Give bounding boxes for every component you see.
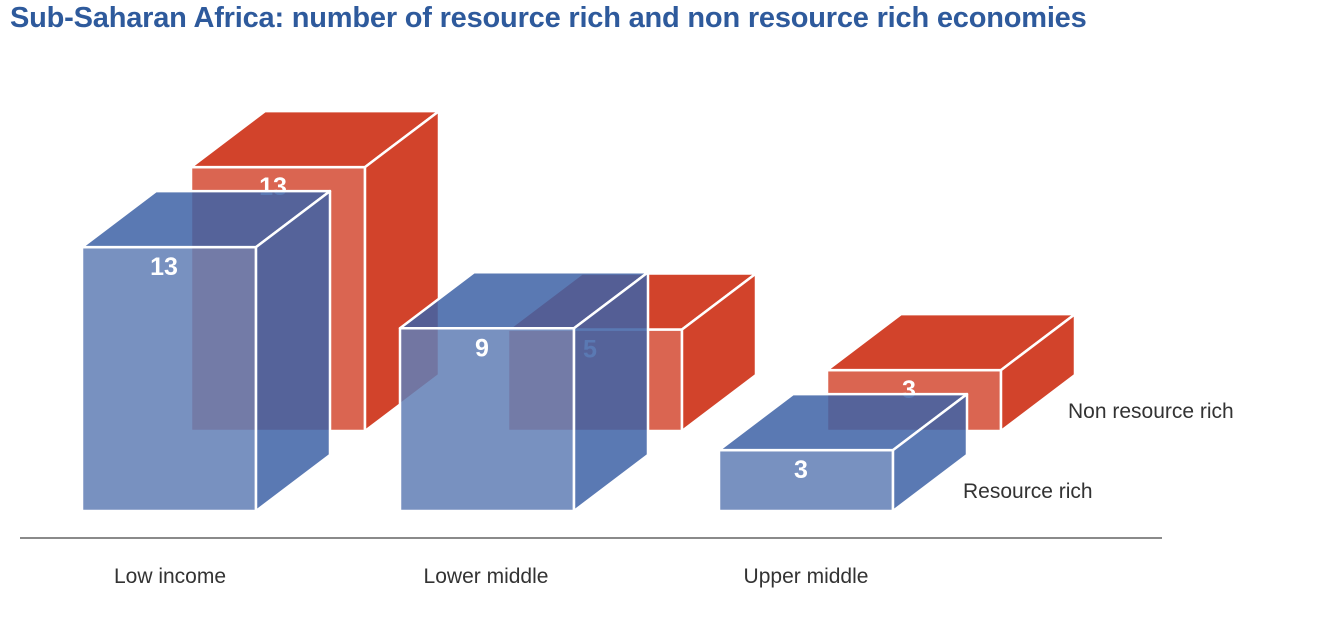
bar-resource-rich-value-label-2: 3 <box>794 456 808 484</box>
legend-label: Resource rich <box>963 480 1093 503</box>
bar-resource-rich-value-label-1: 9 <box>475 334 489 362</box>
bar-resource-rich-value-label-0: 13 <box>150 253 178 281</box>
category-label: Low income <box>113 565 227 588</box>
bar-resource-rich-side-0 <box>254 189 332 513</box>
bar-resource-rich-side-2 <box>891 392 969 513</box>
chart-title: Sub-Saharan Africa: number of resource r… <box>10 2 1087 34</box>
bar-non-resource-rich-side-2 <box>999 312 1077 433</box>
category-label: Upper middle <box>743 565 869 588</box>
bar-resource-rich-front-0 <box>80 245 258 513</box>
legend-label: Non resource rich <box>1068 400 1234 423</box>
category-label: Lower middle <box>423 565 549 588</box>
bar-resource-rich-side-1 <box>572 271 650 513</box>
bar-non-resource-rich-side-1 <box>680 272 758 433</box>
